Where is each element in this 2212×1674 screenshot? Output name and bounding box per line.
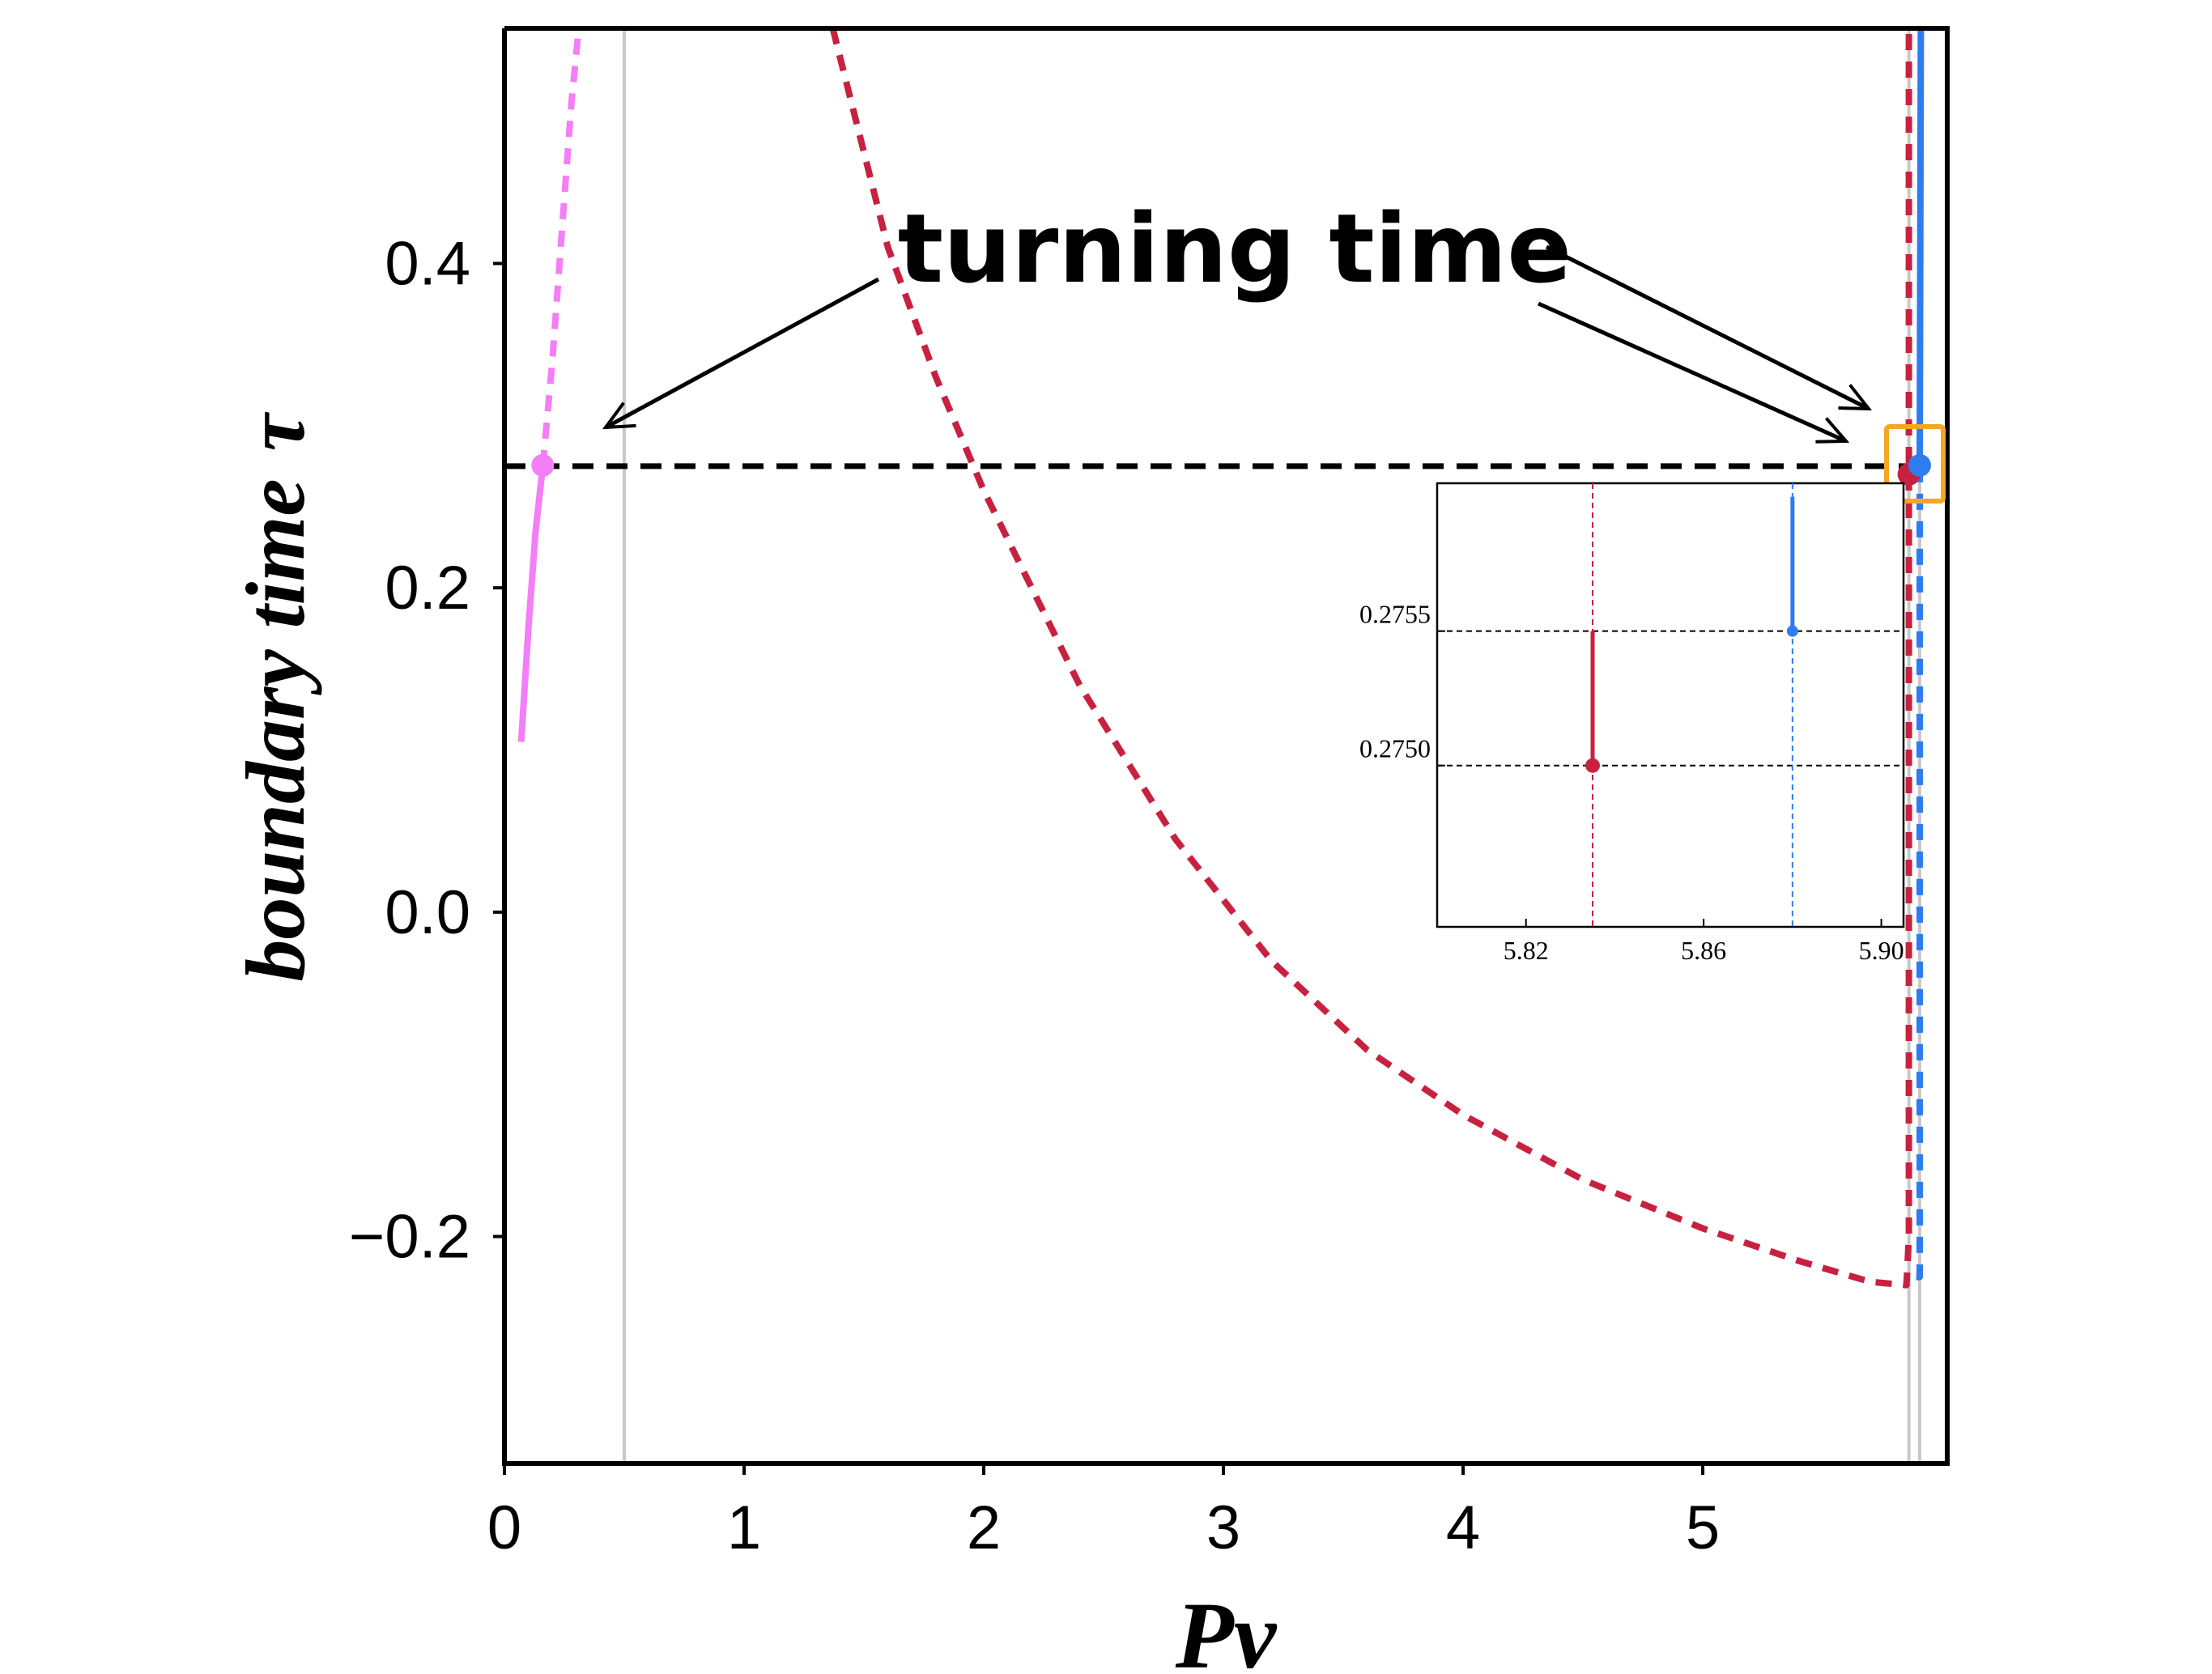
x-tick-label-3: 3 [1206,1493,1240,1562]
y-axis-title: boundary time [229,479,322,982]
x-axis-title: Pv [1175,1583,1278,1674]
inset-content [1437,483,1904,927]
series-pink-dashed [539,28,582,467]
y-tick-label-2: 0.2 [385,554,470,622]
y-tick-label-1: 0.0 [385,878,470,947]
main-series [517,28,1925,1289]
x-axis-ticks: 0 1 2 3 4 5 [487,1464,1720,1562]
y-tick-label-3: 0.4 [385,229,470,298]
x-tick-label-0: 0 [487,1493,521,1562]
x-tick-label-2: 2 [967,1493,1001,1562]
turning-points [531,453,1931,486]
inset-frame [1436,482,1905,928]
inset-red-point [1585,758,1600,773]
series-pink-solid [517,465,547,742]
y-axis-symbol: τ [229,412,322,452]
x-tick-label-1: 1 [727,1493,761,1562]
series-blue-solid [1916,28,1925,466]
blue-turning-point [1908,453,1931,477]
annotation-arrows [606,244,1869,441]
pink-turning-point [531,453,555,477]
series-blue-dashed [1916,465,1923,1281]
inset-y-tick-label-0: 0.2750 [1359,734,1431,763]
x-tick-label-4: 4 [1446,1493,1480,1562]
arrow-to-right-point-lower [1537,301,1846,441]
svg-text:boundary timeτ: boundary time τ [229,412,322,982]
inset-x-tick-label-2: 5.90 [1859,936,1904,965]
y-tick-label-0: −0.2 [349,1203,470,1272]
zoom-region-box [1884,424,1946,503]
x-tick-label-5: 5 [1686,1493,1720,1562]
series-red-dashed [829,28,1912,1289]
y-axis-ticks: −0.2 0.0 0.2 0.4 [349,229,504,1272]
inset-x-tick-label-0: 5.82 [1504,936,1549,965]
inset-y-tick-label-1: 0.2755 [1359,600,1431,629]
arrow-to-pink-point [606,277,880,427]
plot-frame [502,26,1950,1466]
inset-zoom-plot: 5.82 5.86 5.90 0.2750 0.2755 [1359,482,1905,965]
arrow-to-right-point-upper [1545,244,1869,411]
turning-time-annotation: turning time [898,193,1572,304]
inset-blue-point [1786,625,1798,637]
inset-x-tick-label-1: 5.86 [1681,936,1726,965]
inset-ticks: 5.82 5.86 5.90 0.2750 0.2755 [1359,600,1904,965]
